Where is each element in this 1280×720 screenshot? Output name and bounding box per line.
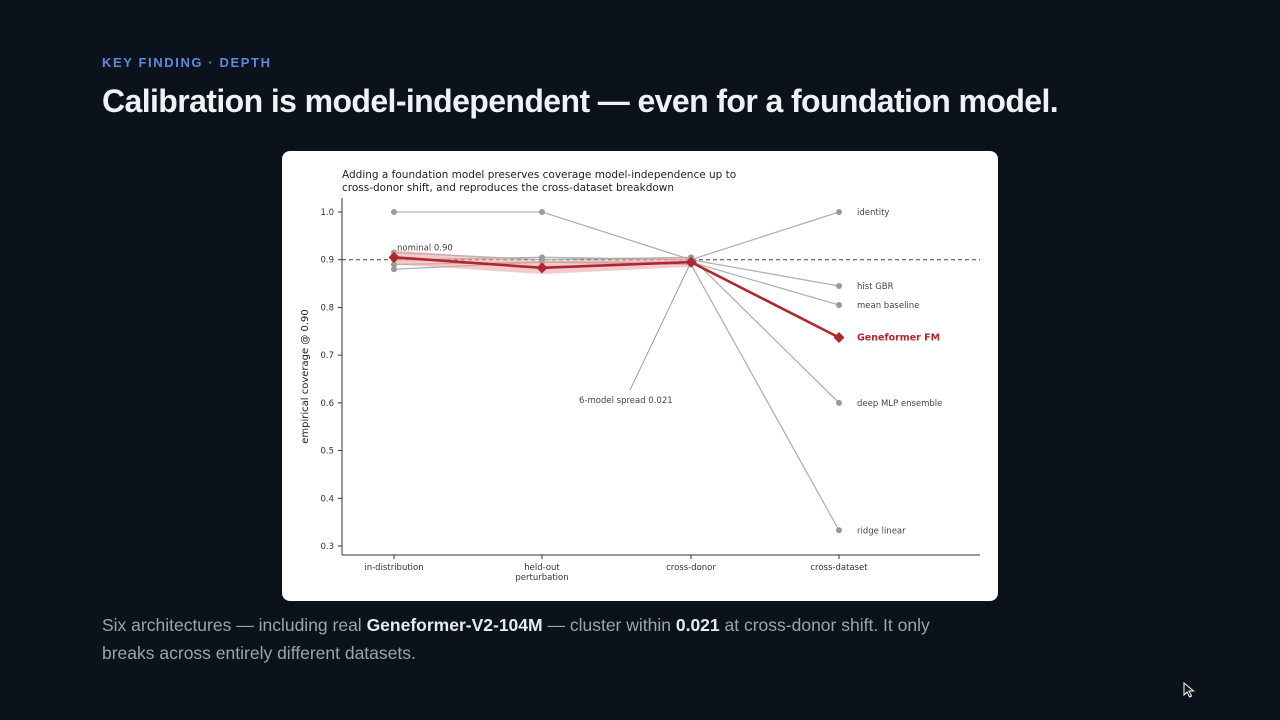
series-label: identity: [857, 208, 889, 218]
x-tick-label: cross-dataset: [810, 563, 868, 573]
data-point: [539, 209, 545, 215]
chart-axes: 0.3 0.4 0.5 0.6 0.7 0.8 0.9 1.0 in-distribution h…: [300, 198, 980, 583]
y-tick-label: 0.6: [320, 399, 334, 409]
series-line-deep-mlp-ensemble: [393, 251, 840, 404]
coverage-chart: Adding a foundation model preserves cove…: [300, 169, 980, 583]
data-point: [836, 209, 842, 215]
x-tick-label: in-distribution: [364, 563, 423, 573]
caption-part-1: Six architectures — including real: [102, 615, 367, 635]
eyebrow-label: KEY FINDING · DEPTH: [102, 55, 272, 70]
series-label: hist GBR: [857, 282, 894, 292]
confidence-band: [394, 250, 691, 275]
y-tick-label: 0.8: [320, 303, 334, 313]
caption-part-2: — cluster within: [542, 615, 676, 635]
data-point-diamond: [388, 251, 400, 263]
chart-title-line-1: Adding a foundation model preserves cove…: [342, 169, 736, 181]
chart-title-line-2: cross-donor shift, and reproduces the cr…: [342, 182, 674, 194]
y-tick-label: 0.5: [320, 447, 334, 457]
data-point-diamond: [685, 256, 697, 268]
data-point: [836, 302, 842, 309]
y-axis-label: empirical coverage @ 0.90: [300, 309, 311, 444]
page-title: Calibration is model-independent — even …: [102, 83, 1059, 119]
caption-part-3: at cross-donor shift. It only breaks acr…: [102, 615, 930, 663]
series-line-identity: [394, 211, 840, 261]
data-point: [391, 266, 397, 273]
mouse-cursor-icon: [1183, 681, 1195, 703]
x-tick-label: perturbation: [515, 573, 568, 583]
series-line-geneformer-fm: [393, 256, 840, 339]
x-tick-label: held-out: [524, 563, 560, 573]
chart-card: Adding a foundation model preserves cove…: [282, 151, 998, 601]
y-tick-label: 0.3: [320, 542, 334, 552]
series-label: Geneformer FM: [857, 332, 940, 343]
y-tick-label: 0.7: [320, 351, 334, 361]
data-point: [836, 282, 842, 289]
series-label: ridge linear: [857, 526, 906, 536]
y-tick-label: 0.9: [320, 256, 334, 266]
y-tick-label: 0.4: [320, 494, 334, 504]
data-point-diamond: [536, 262, 548, 274]
caption-text: Six architectures — including real Genef…: [102, 611, 962, 667]
series-label: mean baseline: [857, 301, 919, 311]
chart-plot-area: nominal 0.90 6-model spread 0.021 identity…: [342, 208, 980, 536]
data-point: [391, 209, 397, 215]
annotation-spread-label: 6-model spread 0.021: [579, 396, 673, 406]
caption-model-name: Geneformer-V2-104M: [366, 615, 543, 635]
caption-spread-value: 0.021: [675, 615, 720, 635]
reference-line-label: nominal 0.90: [397, 244, 453, 254]
series-label: deep MLP ensemble: [857, 399, 942, 409]
x-tick-label: cross-donor: [666, 563, 716, 573]
y-tick-label: 1.0: [320, 208, 334, 218]
data-point: [836, 399, 842, 406]
data-point: [836, 527, 842, 534]
annotation-pointer: [629, 261, 692, 391]
data-point-diamond: [833, 331, 845, 343]
